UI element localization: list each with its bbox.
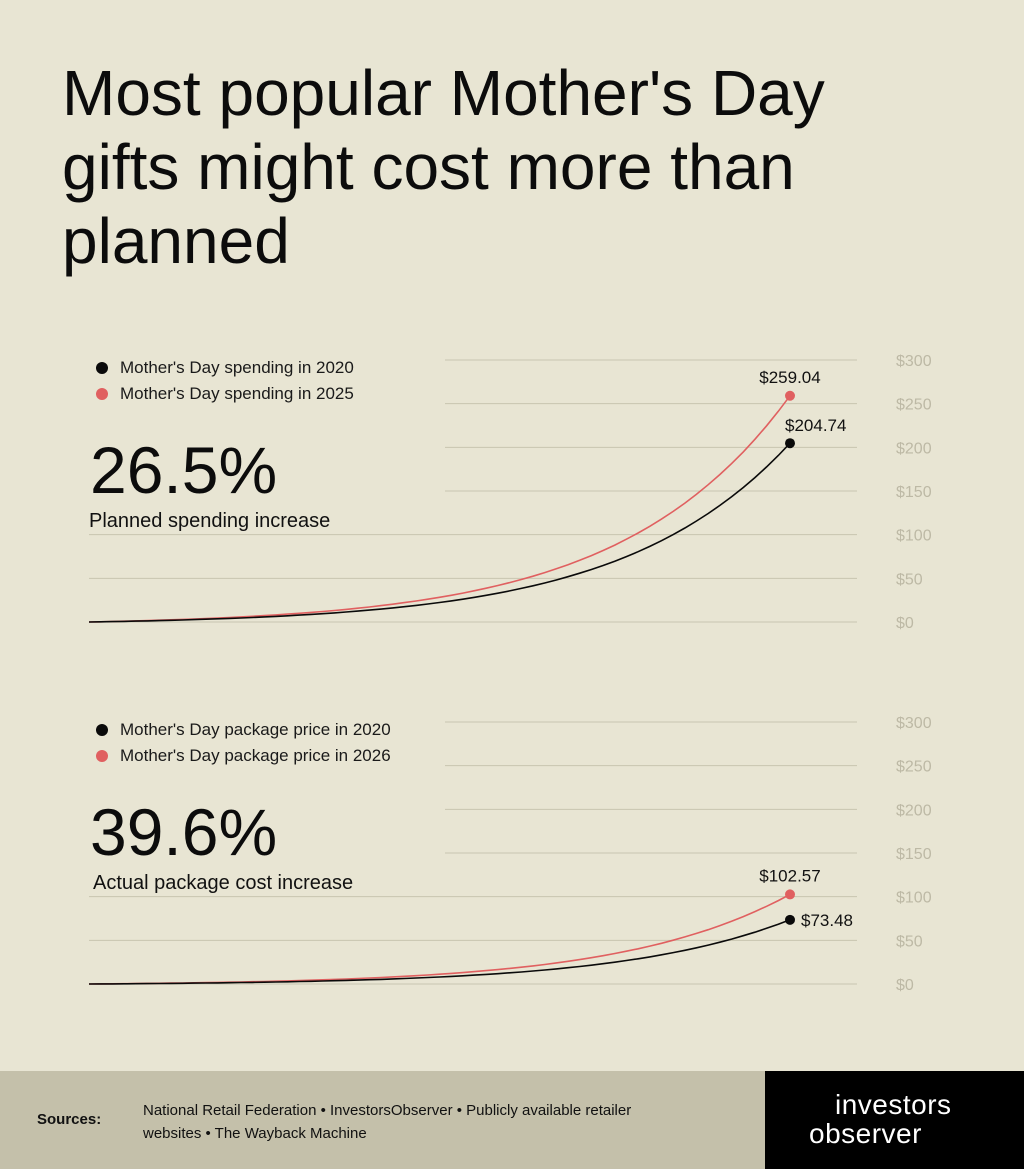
- data-label: $102.57: [759, 866, 820, 885]
- series-endpoint: [785, 889, 795, 900]
- series-endpoint: [785, 438, 795, 449]
- spending-chart: $300 $250 $200 $150 $100 $50 $0 $259.04 $204.74 …: [0, 345, 1024, 645]
- legend-dot-black: [96, 724, 108, 736]
- legend-dot-red: [96, 388, 108, 400]
- y-tick-label: $50: [896, 571, 923, 588]
- legend-label: Mother's Day package price in 2020: [120, 720, 391, 739]
- big-number: 26.5%: [90, 433, 278, 507]
- package-price-chart-svg: $300 $250 $200 $150 $100 $50 $0 $102.57 $73.48: [88, 715, 932, 994]
- spending-chart-svg: $300 $250 $200 $150 $100 $50 $0 $259.04 $204.74: [88, 353, 932, 632]
- y-tick-label: $0: [896, 615, 914, 632]
- legend-item: Mother's Day package price in 2026: [96, 743, 391, 769]
- series-line: [88, 919, 791, 985]
- package-price-chart: $300 $250 $200 $150 $100 $50 $0 $102.57 $73.48 M…: [0, 707, 1024, 1007]
- sources-label: Sources:: [37, 1111, 102, 1128]
- footer: Sources: National Retail Federation • In…: [0, 1071, 1024, 1169]
- y-tick-label: $50: [896, 933, 923, 950]
- investorsobserver-logo: investors observer: [765, 1071, 1024, 1169]
- package-price-chart-legend: Mother's Day package price in 2020 Mothe…: [96, 717, 391, 769]
- y-tick-label: $0: [896, 977, 914, 994]
- chart-subtitle: Actual package cost increase: [93, 872, 354, 894]
- series-endpoint: [785, 390, 795, 401]
- data-label: $73.48: [801, 911, 853, 930]
- legend-label: Mother's Day spending in 2025: [120, 384, 354, 403]
- sources-text: National Retail Federation • InvestorsOb…: [143, 1102, 632, 1142]
- y-tick-label: $300: [896, 715, 932, 732]
- series-line: [88, 395, 791, 623]
- logo-text-observer: observer: [809, 1118, 922, 1149]
- legend-dot-red: [96, 750, 108, 762]
- y-tick-label: $100: [896, 890, 932, 907]
- series-endpoint: [785, 914, 795, 925]
- y-tick-label: $300: [896, 353, 932, 370]
- big-number: 39.6%: [90, 795, 278, 869]
- chart-subtitle: Planned spending increase: [89, 510, 331, 532]
- y-tick-label: $250: [896, 397, 932, 414]
- y-tick-label: $100: [896, 528, 932, 545]
- spending-chart-legend: Mother's Day spending in 2020 Mother's D…: [96, 355, 354, 407]
- y-tick-label: $250: [896, 759, 932, 776]
- page-title: Most popular Mother's Day gifts might co…: [62, 57, 825, 277]
- logo-text-investors: investors: [835, 1089, 952, 1120]
- legend-item: Mother's Day spending in 2020: [96, 355, 354, 381]
- data-label: $204.74: [785, 416, 846, 435]
- series-line: [88, 893, 791, 985]
- legend-dot-black: [96, 362, 108, 374]
- legend-label: Mother's Day package price in 2026: [120, 746, 391, 765]
- series-line: [88, 442, 791, 623]
- legend-item: Mother's Day package price in 2020: [96, 717, 391, 743]
- y-tick-label: $200: [896, 440, 932, 457]
- y-tick-label: $150: [896, 846, 932, 863]
- y-tick-label: $150: [896, 484, 932, 501]
- y-tick-label: $200: [896, 802, 932, 819]
- legend-label: Mother's Day spending in 2020: [120, 358, 354, 377]
- legend-item: Mother's Day spending in 2025: [96, 381, 354, 407]
- data-label: $259.04: [759, 368, 820, 387]
